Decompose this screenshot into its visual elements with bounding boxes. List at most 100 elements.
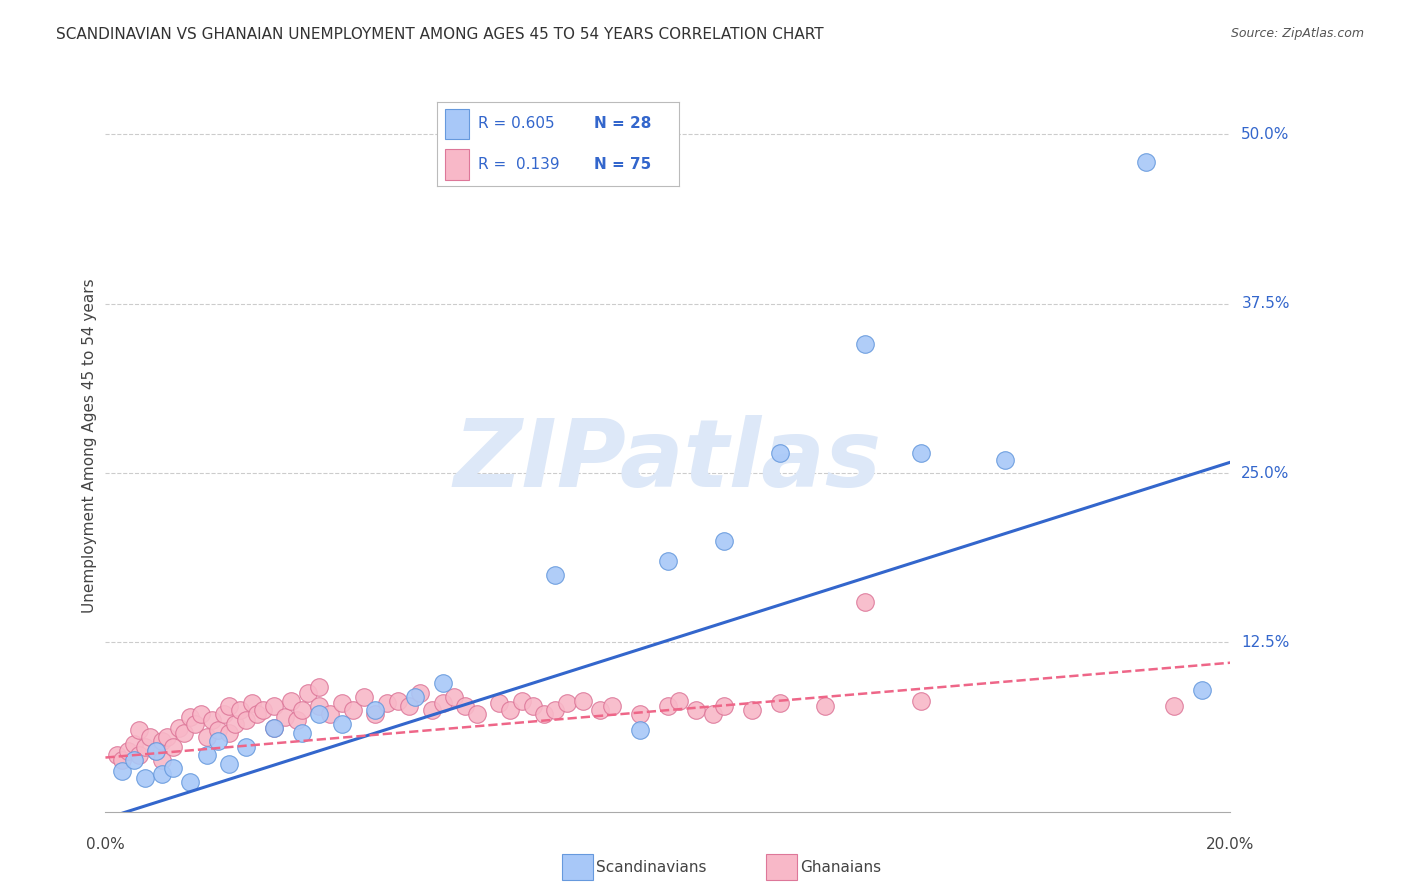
Point <box>308 680 330 694</box>
Point <box>240 697 263 711</box>
Point <box>364 707 387 722</box>
Point <box>280 693 302 707</box>
Point <box>150 734 173 748</box>
Point <box>668 693 690 707</box>
Point <box>713 699 735 714</box>
Point <box>657 554 679 568</box>
Text: 20.0%: 20.0% <box>1206 837 1254 852</box>
Point <box>263 721 285 735</box>
Point <box>600 699 623 714</box>
Point <box>145 744 167 758</box>
Point <box>814 699 837 714</box>
Point <box>499 703 522 717</box>
Point <box>628 707 651 722</box>
Text: 0.0%: 0.0% <box>86 837 125 852</box>
Point <box>285 713 308 727</box>
Point <box>128 723 150 738</box>
Point <box>853 337 876 351</box>
Text: Source: ZipAtlas.com: Source: ZipAtlas.com <box>1230 27 1364 40</box>
Point <box>252 703 274 717</box>
Point <box>1191 682 1213 697</box>
Point <box>263 699 285 714</box>
Point <box>212 707 235 722</box>
Point <box>218 726 240 740</box>
Point <box>274 710 297 724</box>
Point <box>910 446 932 460</box>
Point <box>398 699 420 714</box>
Point <box>117 744 139 758</box>
Point <box>173 726 195 740</box>
Point <box>769 697 792 711</box>
Point <box>353 690 375 704</box>
Point <box>713 533 735 548</box>
Point <box>375 697 398 711</box>
Point <box>342 703 364 717</box>
Point <box>572 693 595 707</box>
Point <box>291 703 314 717</box>
Point <box>544 703 567 717</box>
Point <box>364 703 387 717</box>
Point <box>190 707 212 722</box>
Text: ZIPatlas: ZIPatlas <box>454 415 882 507</box>
Point <box>195 747 218 762</box>
Point <box>235 739 257 754</box>
Point <box>330 697 353 711</box>
Point <box>246 707 269 722</box>
Point <box>128 747 150 762</box>
Point <box>111 753 134 767</box>
Point <box>105 747 128 762</box>
Point <box>657 699 679 714</box>
Text: 12.5%: 12.5% <box>1241 635 1289 650</box>
Point <box>162 739 184 754</box>
Text: 50.0%: 50.0% <box>1241 127 1289 142</box>
Point <box>218 757 240 772</box>
Point <box>741 703 763 717</box>
Text: SCANDINAVIAN VS GHANAIAN UNEMPLOYMENT AMONG AGES 45 TO 54 YEARS CORRELATION CHAR: SCANDINAVIAN VS GHANAIAN UNEMPLOYMENT AM… <box>56 27 824 42</box>
Point <box>224 716 246 731</box>
Point <box>308 707 330 722</box>
Point <box>454 699 477 714</box>
Point <box>150 753 173 767</box>
Point <box>139 730 162 744</box>
Point <box>330 716 353 731</box>
Point <box>589 703 612 717</box>
Y-axis label: Unemployment Among Ages 45 to 54 years: Unemployment Among Ages 45 to 54 years <box>82 278 97 614</box>
Point <box>263 721 285 735</box>
Point <box>910 693 932 707</box>
Point <box>702 707 724 722</box>
Point <box>769 446 792 460</box>
Point <box>167 721 190 735</box>
Point <box>195 730 218 744</box>
Point <box>122 753 145 767</box>
Point <box>201 713 224 727</box>
Point <box>111 764 134 778</box>
Point <box>853 595 876 609</box>
Point <box>156 730 179 744</box>
Point <box>122 737 145 751</box>
Point <box>544 567 567 582</box>
Point <box>443 690 465 704</box>
Point <box>179 775 201 789</box>
Point <box>409 685 432 699</box>
Point <box>308 699 330 714</box>
Point <box>297 685 319 699</box>
Point <box>229 703 252 717</box>
Point <box>179 710 201 724</box>
Point <box>1163 699 1185 714</box>
Point <box>488 697 510 711</box>
Point <box>404 690 426 704</box>
Point <box>145 744 167 758</box>
Point <box>319 707 342 722</box>
Point <box>184 716 207 731</box>
Point <box>628 723 651 738</box>
Point <box>291 726 314 740</box>
Point <box>207 734 229 748</box>
Point <box>432 676 454 690</box>
Point <box>134 739 156 754</box>
Point <box>218 699 240 714</box>
Point <box>207 723 229 738</box>
Point <box>162 761 184 775</box>
Point <box>432 697 454 711</box>
Point <box>420 703 443 717</box>
Point <box>522 699 544 714</box>
